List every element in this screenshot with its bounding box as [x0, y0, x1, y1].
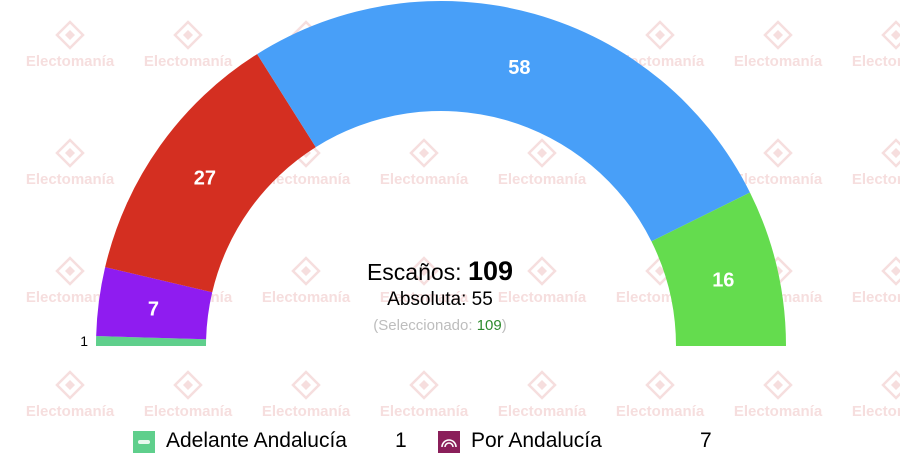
segment-value-label: 16 — [712, 270, 734, 292]
majority-text: Absoluta: 55 — [387, 289, 493, 310]
seats-total: Escaños: 109 — [290, 256, 590, 287]
selected-suffix: ) — [501, 317, 507, 334]
hemicycle-segment[interactable] — [105, 54, 316, 293]
legend-label: Adelante Andalucía — [166, 429, 347, 452]
hemicycle-segment[interactable] — [96, 267, 213, 340]
seats-value: 109 — [467, 256, 514, 286]
adelante-andalucia-logo-icon — [133, 431, 155, 453]
hemicycle-segment[interactable] — [651, 192, 786, 346]
segment-value-label: 7 — [148, 298, 159, 320]
center-info: Escaños: 109 Absoluta: 55 (Seleccionado:… — [290, 256, 590, 339]
hemicycle-segment[interactable] — [96, 336, 207, 346]
selected-prefix: (Seleccionado: — [373, 317, 473, 334]
segment-value-label: 58 — [508, 57, 530, 79]
segment-value-label: 27 — [194, 168, 216, 190]
selected-text: (Seleccionado: 109) — [290, 313, 590, 339]
hemicycle-segment[interactable] — [257, 0, 750, 242]
selected-value: 109 — [476, 317, 502, 334]
legend-label: Por Andalucía — [471, 429, 602, 452]
por-andalucia-logo-icon — [438, 431, 460, 453]
segment-value-label: 1 — [80, 333, 88, 349]
legend-value: 7 — [700, 429, 712, 452]
seats-label: Escaños: — [366, 259, 462, 285]
legend-value: 1 — [395, 429, 407, 452]
